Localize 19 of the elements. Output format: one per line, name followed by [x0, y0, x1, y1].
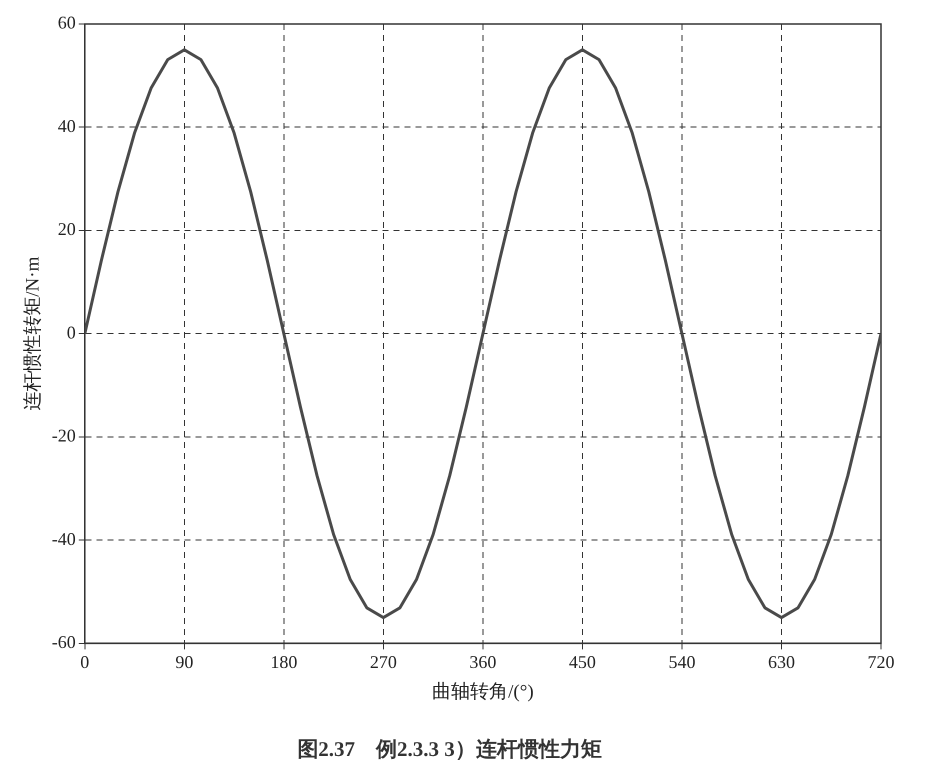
x-tick-label: 180 [270, 652, 298, 672]
text: 图2.37 例2.3.3 3）连杆惯性力矩 [297, 736, 602, 761]
x-tick-label: 630 [768, 652, 795, 672]
y-tick-label: 40 [58, 116, 76, 136]
x-tick-label: 450 [568, 652, 596, 672]
y-tick-label: 20 [58, 219, 76, 240]
y-tick-label: 60 [58, 12, 76, 33]
x-tick-label: 270 [370, 652, 397, 672]
x-tick-label: 360 [469, 652, 496, 672]
x-tick-label: 90 [175, 652, 194, 672]
y-tick-label: -40 [52, 528, 76, 549]
y-tick-label: -20 [52, 426, 76, 446]
x-tick-label: 0 [80, 652, 90, 672]
y-tick-label: -60 [52, 632, 76, 652]
y-axis-title: 连杆惯性转矩/N·m [22, 256, 44, 411]
x-tick-label: 540 [668, 652, 696, 672]
y-tick-label: 0 [66, 322, 76, 342]
x-axis-title: 曲轴转角/(°) [432, 681, 534, 702]
x-tick-label: 720 [868, 652, 894, 672]
